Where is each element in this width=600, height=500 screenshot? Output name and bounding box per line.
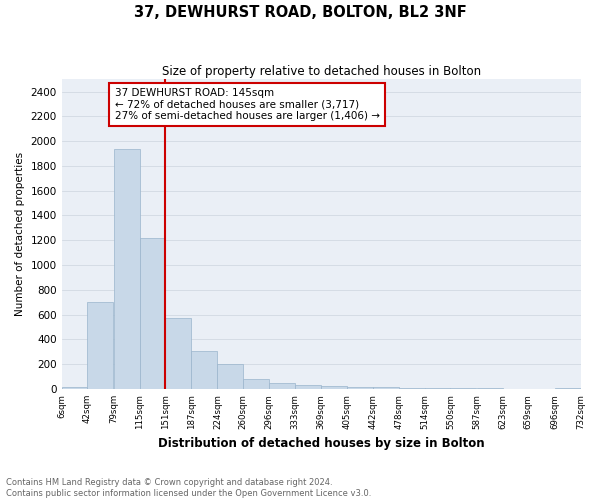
Bar bbox=[191, 351, 217, 389]
Bar bbox=[555, 388, 581, 389]
Text: 37, DEWHURST ROAD, BOLTON, BL2 3NF: 37, DEWHURST ROAD, BOLTON, BL2 3NF bbox=[134, 5, 466, 20]
Bar bbox=[217, 364, 243, 389]
Bar bbox=[243, 379, 269, 389]
Bar bbox=[321, 386, 347, 389]
Bar bbox=[62, 387, 88, 389]
Bar bbox=[373, 388, 399, 389]
Bar bbox=[269, 383, 295, 389]
Bar bbox=[399, 388, 425, 389]
Text: 37 DEWHURST ROAD: 145sqm
← 72% of detached houses are smaller (3,717)
27% of sem: 37 DEWHURST ROAD: 145sqm ← 72% of detach… bbox=[115, 88, 380, 121]
Bar bbox=[140, 238, 165, 389]
Bar bbox=[165, 318, 191, 389]
Bar bbox=[114, 148, 140, 389]
Text: Contains HM Land Registry data © Crown copyright and database right 2024.
Contai: Contains HM Land Registry data © Crown c… bbox=[6, 478, 371, 498]
X-axis label: Distribution of detached houses by size in Bolton: Distribution of detached houses by size … bbox=[158, 437, 484, 450]
Y-axis label: Number of detached properties: Number of detached properties bbox=[15, 152, 25, 316]
Bar bbox=[451, 388, 476, 389]
Title: Size of property relative to detached houses in Bolton: Size of property relative to detached ho… bbox=[161, 65, 481, 78]
Bar bbox=[347, 387, 373, 389]
Bar bbox=[425, 388, 451, 389]
Bar bbox=[88, 302, 113, 389]
Bar bbox=[295, 385, 321, 389]
Bar bbox=[477, 388, 503, 389]
